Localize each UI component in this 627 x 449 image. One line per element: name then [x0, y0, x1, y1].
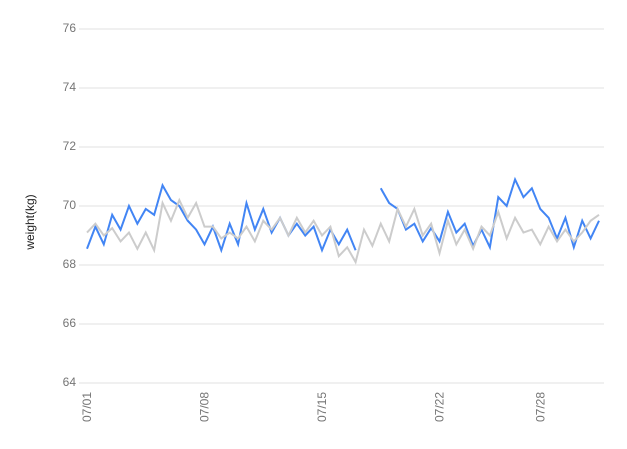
y-tick-label: 66 [63, 316, 77, 330]
x-tick-label: 07/28 [533, 392, 547, 422]
y-tick-label: 68 [63, 257, 77, 271]
y-axis-label: weight(kg) [23, 194, 37, 250]
y-tick-label: 64 [63, 375, 77, 389]
y-tick-label: 70 [63, 198, 77, 212]
x-tick-label: 07/01 [80, 392, 94, 422]
series-line [86, 176, 600, 254]
y-tick-label: 76 [63, 21, 77, 35]
series-line [86, 197, 600, 265]
y-tick-label: 72 [63, 139, 77, 153]
x-tick-label: 07/22 [433, 392, 447, 422]
x-tick-label: 07/15 [315, 392, 329, 422]
x-tick-label: 07/08 [198, 392, 212, 422]
y-tick-label: 74 [63, 80, 77, 94]
